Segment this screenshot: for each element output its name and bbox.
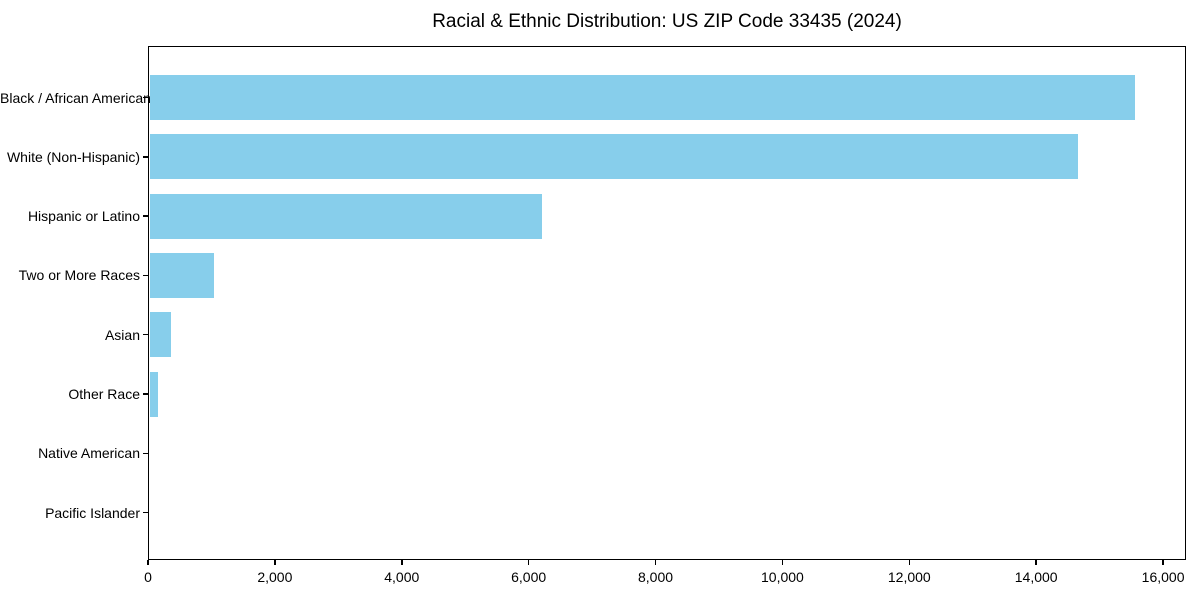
y-tick-mark <box>143 333 148 336</box>
x-tick-mark <box>908 560 911 565</box>
x-tick-mark <box>274 560 276 565</box>
category-label: Other Race <box>68 386 140 402</box>
bar <box>149 134 1079 180</box>
bar <box>149 75 1136 120</box>
bar <box>149 193 543 239</box>
x-tick-mark <box>1035 560 1037 565</box>
x-tick-label: 4,000 <box>384 569 420 585</box>
x-tick-label: 14,000 <box>1014 569 1058 585</box>
category-label: Black / African American <box>0 89 151 106</box>
x-tick-label: 2,000 <box>257 569 293 585</box>
x-tick-label: 12,000 <box>887 569 931 585</box>
category-label: Hispanic or Latino <box>27 208 140 225</box>
y-tick-mark <box>143 96 148 99</box>
x-tick-label: 10,000 <box>761 569 804 585</box>
y-tick-mark <box>143 452 148 455</box>
bar <box>149 252 215 298</box>
y-tick-mark <box>143 156 148 158</box>
bar <box>149 371 159 417</box>
category-label: Native American <box>38 445 140 462</box>
category-label: Asian <box>104 326 140 343</box>
plot-area <box>148 46 1186 560</box>
x-tick-label: 0 <box>144 569 152 585</box>
x-tick-mark <box>401 560 403 565</box>
x-tick-mark <box>781 560 784 565</box>
bar <box>149 312 172 358</box>
x-tick-label: 16,000 <box>1141 569 1185 585</box>
y-tick-mark <box>143 274 148 277</box>
x-tick-label: 6,000 <box>511 569 547 585</box>
y-tick-mark <box>143 511 148 514</box>
chart-title: Racial & Ethnic Distribution: US ZIP Cod… <box>432 11 902 32</box>
x-tick-mark <box>147 560 149 565</box>
y-tick-mark <box>143 215 148 217</box>
x-tick-mark <box>527 560 530 565</box>
category-label: Two or More Races <box>18 267 140 284</box>
category-label: Pacific Islander <box>45 504 140 521</box>
y-tick-mark <box>143 393 148 395</box>
category-label: White (Non-Hispanic) <box>6 148 140 165</box>
x-tick-mark <box>1162 560 1164 565</box>
x-tick-mark <box>654 560 657 565</box>
x-tick-label: 8,000 <box>638 569 674 585</box>
